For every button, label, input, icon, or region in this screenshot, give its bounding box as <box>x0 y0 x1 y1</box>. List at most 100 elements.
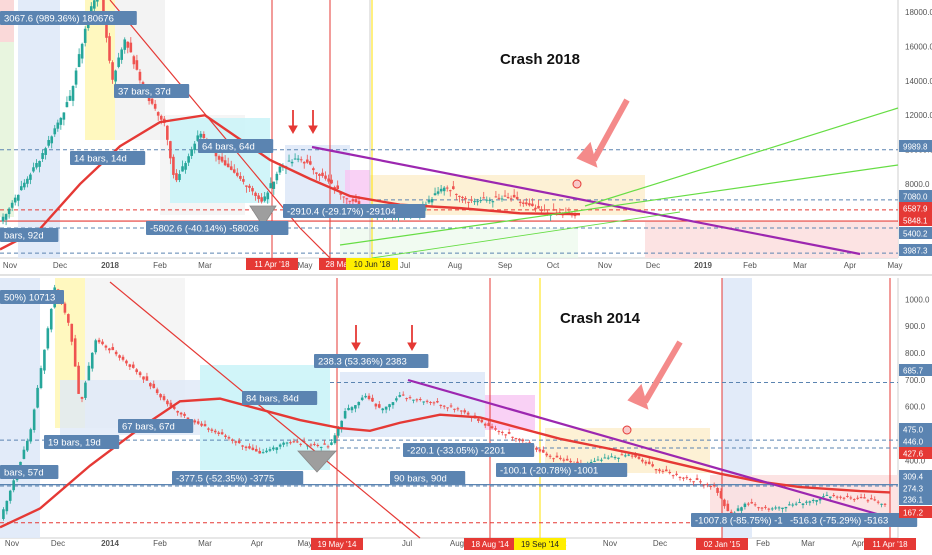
top-price-tag-4-box <box>899 227 932 239</box>
bot-candle-41 <box>138 372 142 376</box>
bot-candle-230 <box>784 506 788 509</box>
bot-candle-59 <box>200 423 203 426</box>
bot-price-tag-5-box <box>899 482 932 494</box>
bot-candle-185 <box>630 455 634 457</box>
top-candle-40 <box>120 49 123 60</box>
bot-candle-121 <box>412 399 415 401</box>
bot-candle-240 <box>818 498 822 501</box>
bot-xtick-17: Apr <box>852 539 865 548</box>
bot-candle-90 <box>306 445 309 447</box>
bot-candle-152 <box>518 438 521 440</box>
top-xtick-14: 2019 <box>694 261 712 270</box>
bot-red-trendline <box>109 281 421 539</box>
bot-candle-196 <box>668 471 672 474</box>
bot-candle-250 <box>852 499 856 501</box>
top-candle-27 <box>80 43 84 59</box>
top-candle-89 <box>269 183 273 189</box>
bot-triangle <box>297 450 337 473</box>
bot-candle-207 <box>706 484 709 486</box>
bot-candle-73 <box>248 446 251 449</box>
bot-candle-179 <box>610 456 613 458</box>
bot-candle-153 <box>521 439 525 442</box>
bot-xtick-4: Mar <box>198 539 212 548</box>
bot-candle-132 <box>449 405 453 407</box>
bot-candle-177 <box>603 457 607 459</box>
bot-candle-241 <box>822 496 825 498</box>
bot-price-tag-1-box <box>899 423 932 435</box>
bot-candle-220 <box>750 502 754 504</box>
top-candle-3 <box>7 208 11 215</box>
bot-candle-45 <box>152 383 156 389</box>
top-candle-158 <box>479 200 482 202</box>
bot-candle-186 <box>634 454 637 458</box>
bot-candle-23 <box>77 365 80 394</box>
top-candle-78 <box>236 172 239 176</box>
top-candle-49 <box>147 96 151 102</box>
top-ytick-3: 12000.0 <box>905 111 932 120</box>
bot-ytick-1: 900.0 <box>905 322 926 331</box>
top-annot-14bars: 14 bars, 14d <box>74 154 127 165</box>
bot-candle-244 <box>832 494 836 496</box>
top-candle-177 <box>537 205 540 209</box>
bot-candle-117 <box>398 395 402 397</box>
bot-candle-218 <box>743 503 747 507</box>
top-candle-24 <box>71 86 75 101</box>
bot-candle-51 <box>172 406 176 409</box>
bot-candle-72 <box>244 446 248 449</box>
top-candle-34 <box>102 0 105 13</box>
bot-candle-255 <box>870 498 873 500</box>
top-price-tag-1: 7080.0 <box>903 193 928 202</box>
bot-candle-75 <box>254 448 258 452</box>
top-candle-5 <box>13 197 17 203</box>
top-annot-14bars-box <box>70 151 146 165</box>
bot-candle-182 <box>620 454 624 456</box>
bot-candle-15 <box>49 308 53 330</box>
top-candle-50 <box>150 98 154 104</box>
bot-price-tag-5: 274.3 <box>903 485 924 494</box>
top-candle-151 <box>458 195 461 197</box>
bot-annot-84bars: 84 bars, 84d <box>246 394 299 405</box>
bot-candle-143 <box>487 423 490 426</box>
bot-candle-238 <box>811 499 815 502</box>
top-candle-175 <box>531 203 534 207</box>
top-big-arrow-head <box>576 141 598 168</box>
top-candle-57 <box>172 156 175 175</box>
top-candle-20 <box>59 117 63 125</box>
bot-ytick-2: 800.0 <box>905 349 926 358</box>
bot-candle-49 <box>166 400 169 405</box>
top-candle-172 <box>521 202 525 204</box>
top-candle-17 <box>50 136 54 144</box>
bot-candle-36 <box>121 356 125 360</box>
bot-annot-drop85: -1007.8 (-85.75%) -1 <box>695 516 783 527</box>
bot-candle-189 <box>644 461 648 464</box>
zone-top-blue-2 <box>285 145 350 210</box>
top-candle-167 <box>506 196 510 198</box>
top-candle-109 <box>330 179 333 184</box>
top-xtick-11: Oct <box>547 261 560 270</box>
top-candle-164 <box>497 197 501 199</box>
bot-candle-130 <box>442 405 446 407</box>
bot-candle-8 <box>26 440 29 451</box>
bot-candle-24 <box>80 397 84 399</box>
bot-candle-9 <box>29 429 33 442</box>
bot-xtick-1: Dec <box>51 539 65 548</box>
bot-candle-248 <box>846 495 849 497</box>
top-candle-9 <box>26 178 29 184</box>
bot-candle-108 <box>367 395 371 400</box>
bot-price-tag-2-box <box>899 435 932 447</box>
bot-candle-173 <box>589 462 593 464</box>
bot-candle-129 <box>439 404 443 406</box>
top-candle-42 <box>126 41 130 48</box>
top-price-tag-3: 5848.1 <box>903 217 928 226</box>
bot-candle-77 <box>261 452 265 454</box>
top-candle-113 <box>342 196 346 198</box>
bot-candle-119 <box>405 398 408 400</box>
bot-candle-249 <box>849 497 853 499</box>
bot-candle-217 <box>740 507 743 511</box>
top-price-tag-1-box <box>899 190 932 202</box>
bot-candle-4 <box>12 480 15 491</box>
bot-candle-100 <box>340 420 343 430</box>
top-price-tag-5-box <box>899 244 932 256</box>
bot-candle-14 <box>46 328 50 349</box>
bot-candle-55 <box>186 417 190 420</box>
